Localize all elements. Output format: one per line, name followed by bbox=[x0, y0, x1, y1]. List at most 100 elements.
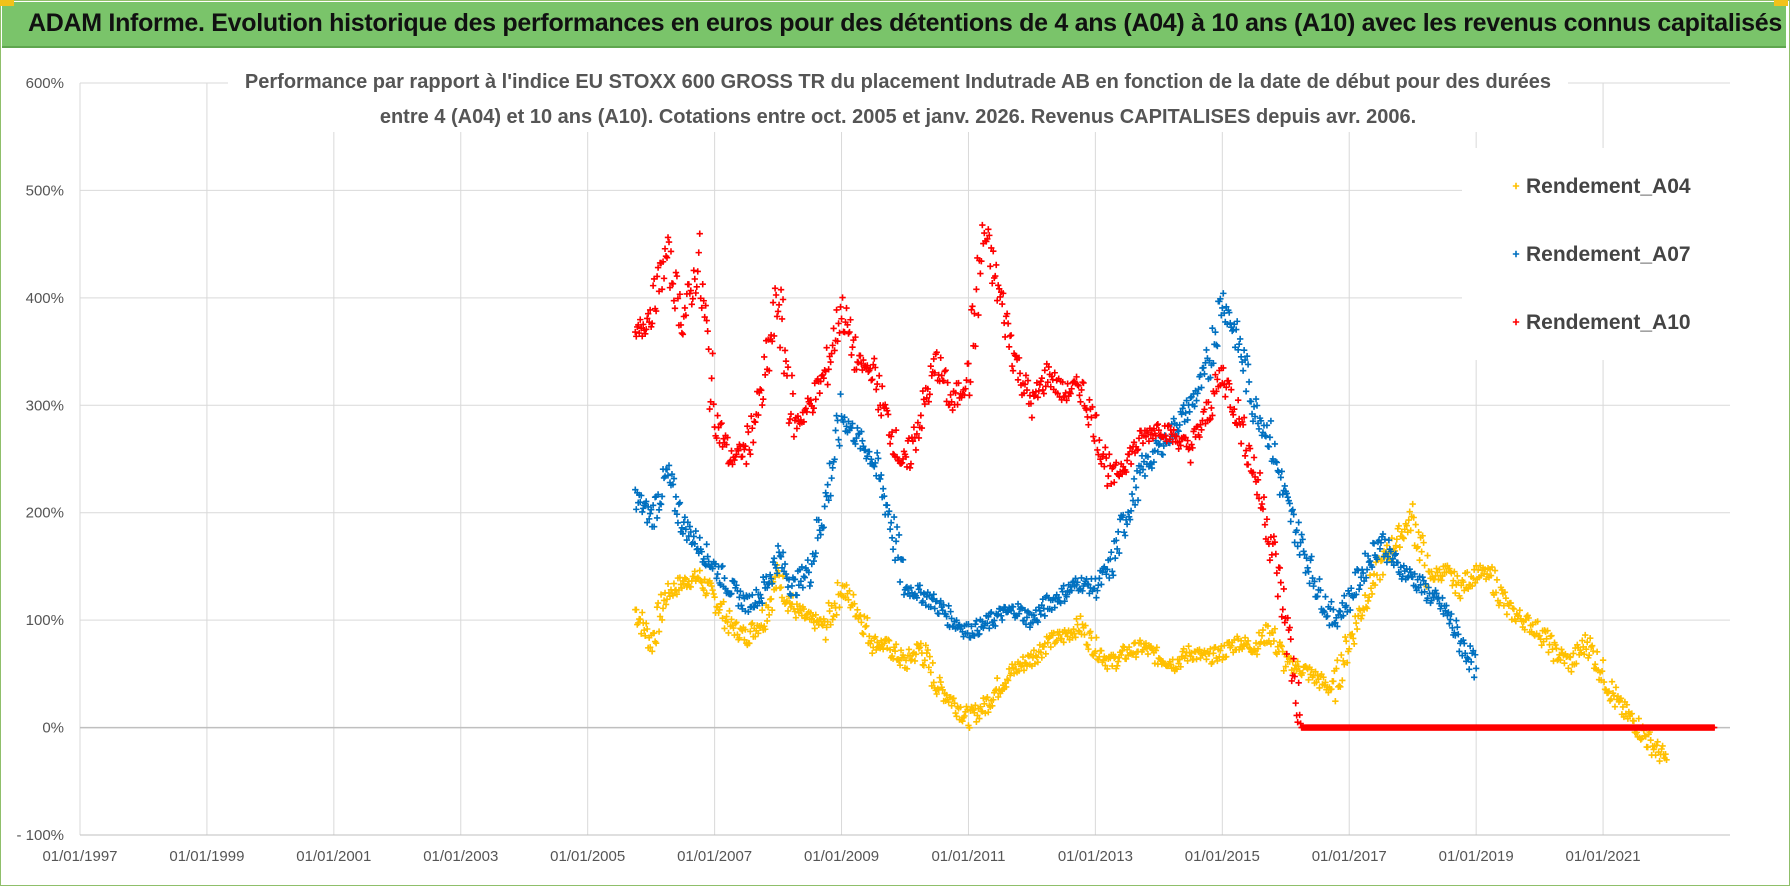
data-point bbox=[1063, 397, 1070, 404]
data-point bbox=[923, 649, 931, 657]
data-point bbox=[920, 662, 928, 669]
x-tick-label: 01/01/2011 bbox=[931, 848, 1005, 865]
data-point bbox=[807, 579, 814, 586]
data-point bbox=[733, 619, 740, 626]
data-point bbox=[1175, 660, 1182, 667]
data-point bbox=[1244, 637, 1252, 645]
data-point bbox=[953, 713, 960, 720]
data-point bbox=[938, 372, 945, 379]
data-point bbox=[1094, 446, 1101, 454]
data-point bbox=[845, 596, 852, 603]
data-point bbox=[890, 513, 898, 521]
data-point bbox=[1399, 573, 1406, 580]
data-point bbox=[736, 634, 743, 642]
data-point bbox=[1294, 543, 1301, 550]
data-point bbox=[739, 453, 746, 460]
data-point bbox=[752, 418, 759, 426]
data-point bbox=[998, 300, 1006, 308]
data-point bbox=[802, 405, 810, 412]
data-point bbox=[1167, 661, 1174, 668]
data-point bbox=[1600, 678, 1608, 686]
data-point bbox=[1196, 433, 1203, 441]
data-point bbox=[1173, 433, 1180, 440]
data-point bbox=[1005, 665, 1013, 673]
data-point bbox=[963, 377, 970, 384]
data-point bbox=[977, 270, 984, 277]
data-point bbox=[1361, 591, 1369, 599]
data-point bbox=[893, 453, 901, 461]
data-point bbox=[1055, 594, 1062, 601]
data-point bbox=[1448, 610, 1455, 618]
data-point bbox=[714, 570, 721, 578]
data-point bbox=[1055, 631, 1062, 639]
data-point bbox=[1311, 578, 1318, 585]
data-point bbox=[1153, 421, 1161, 429]
data-point bbox=[799, 584, 807, 591]
data-point bbox=[724, 618, 731, 626]
data-point bbox=[771, 285, 779, 292]
data-point bbox=[1060, 639, 1067, 646]
data-point bbox=[831, 600, 838, 607]
data-point bbox=[1573, 660, 1580, 667]
data-point bbox=[1071, 630, 1078, 637]
data-point bbox=[1261, 432, 1269, 439]
data-point bbox=[1587, 643, 1595, 651]
data-point bbox=[1064, 633, 1071, 640]
data-point bbox=[781, 347, 789, 354]
data-point bbox=[1245, 644, 1253, 651]
data-point bbox=[1123, 520, 1131, 528]
data-point bbox=[645, 318, 653, 326]
data-point bbox=[1538, 642, 1545, 649]
data-point bbox=[1365, 594, 1373, 601]
data-point bbox=[1591, 661, 1599, 668]
data-point bbox=[895, 531, 903, 539]
data-point bbox=[778, 564, 786, 572]
data-point bbox=[1203, 346, 1210, 354]
data-point bbox=[800, 418, 808, 426]
data-point bbox=[965, 360, 972, 367]
data-point bbox=[654, 599, 662, 607]
data-point bbox=[730, 624, 737, 632]
data-point bbox=[1546, 641, 1553, 648]
data-point bbox=[806, 582, 814, 590]
data-point bbox=[1202, 420, 1209, 427]
data-point bbox=[919, 597, 927, 605]
data-point bbox=[1130, 439, 1138, 446]
data-point bbox=[917, 412, 925, 419]
chart-title: Performance par rapport à l'indice EU ST… bbox=[228, 64, 1568, 132]
data-point bbox=[1424, 595, 1431, 602]
data-point bbox=[1411, 570, 1418, 578]
legend-label: Rendement_A07 bbox=[1526, 243, 1691, 266]
data-point bbox=[1271, 625, 1279, 632]
data-point bbox=[897, 647, 905, 654]
data-point bbox=[900, 591, 908, 598]
data-point bbox=[1421, 588, 1428, 595]
data-point bbox=[1129, 650, 1137, 657]
data-point bbox=[860, 443, 867, 450]
data-point bbox=[639, 609, 646, 616]
data-point bbox=[1008, 362, 1016, 370]
data-point bbox=[670, 580, 678, 587]
data-point bbox=[1332, 698, 1339, 705]
data-point bbox=[1090, 433, 1097, 440]
data-point bbox=[1377, 539, 1385, 546]
data-point bbox=[1336, 682, 1343, 689]
data-point bbox=[750, 439, 757, 446]
data-point bbox=[1379, 571, 1387, 578]
data-point bbox=[915, 645, 923, 652]
data-point bbox=[665, 462, 673, 469]
data-point bbox=[945, 602, 952, 609]
data-point bbox=[1299, 669, 1306, 677]
data-point bbox=[1583, 645, 1590, 653]
data-point bbox=[1070, 625, 1077, 633]
data-point bbox=[1373, 571, 1381, 579]
data-point bbox=[1343, 637, 1350, 645]
data-point bbox=[1212, 328, 1219, 336]
data-point bbox=[702, 562, 709, 569]
data-point bbox=[916, 582, 924, 589]
data-point bbox=[1644, 743, 1651, 751]
data-point bbox=[760, 578, 768, 586]
data-point bbox=[1114, 528, 1122, 535]
data-point bbox=[1078, 386, 1085, 394]
data-point bbox=[822, 636, 829, 643]
